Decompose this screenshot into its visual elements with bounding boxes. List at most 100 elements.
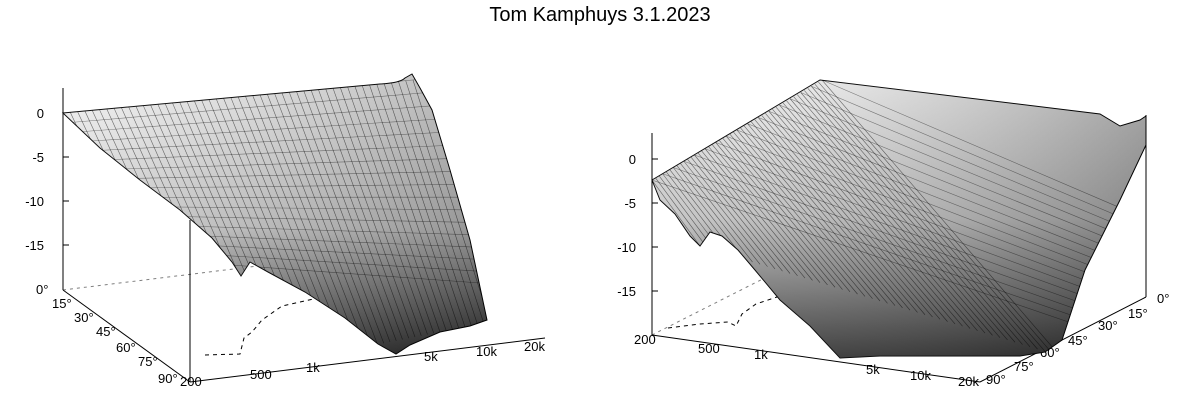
right-mesh-line <box>804 90 1023 345</box>
right-freq-tick-1: 500 <box>698 341 720 356</box>
right-mesh-line <box>733 131 873 299</box>
right-mesh-line <box>800 92 1016 343</box>
left-freq-tick-3: 5k <box>424 349 438 364</box>
left-mesh-line <box>317 88 410 339</box>
right-mesh-line <box>807 88 1031 348</box>
right-mesh-line <box>782 102 978 331</box>
left-mesh-line <box>132 183 487 189</box>
right-mesh-line <box>697 152 798 276</box>
right-z-tick-0: 0 <box>629 152 636 167</box>
left-mesh-line <box>274 92 372 346</box>
left-mesh-line <box>376 83 460 329</box>
right-mesh-line <box>750 121 911 311</box>
left-mesh-line <box>288 91 385 344</box>
right-mesh-line <box>789 98 993 336</box>
right-mesh-line <box>765 113 941 320</box>
right-mesh-line <box>747 123 903 309</box>
left-angle-tick-4: 60° <box>116 340 136 355</box>
left-mesh-line <box>398 81 478 325</box>
right-mesh-line <box>662 173 1102 326</box>
left-mesh-line <box>325 88 416 338</box>
right-mesh-line <box>800 92 1146 270</box>
left-surface <box>61 73 488 355</box>
right-angle-tick-6: 90° <box>986 372 1006 387</box>
left-z-ticks: 0 -5 -10 -15 <box>25 106 69 253</box>
right-angle-tick-1: 15° <box>1128 306 1148 321</box>
right-freq-tick-2: 1k <box>754 347 768 362</box>
left-freq-tick-0: 200 <box>180 374 202 389</box>
right-mesh-line <box>796 94 1008 341</box>
right-surface-plot: 0 -5 -10 -15 200 500 1k 5k 10k 20k 0° 15… <box>617 79 1169 389</box>
left-freq-axis <box>189 337 546 383</box>
right-mesh-line <box>775 106 963 327</box>
right-mesh-line <box>690 156 783 272</box>
left-mesh-line <box>124 170 485 179</box>
left-mesh-line <box>202 262 487 290</box>
left-freq-ticks: 200 500 1k 5k 10k 20k <box>180 339 545 389</box>
left-z-tick-2: -10 <box>25 194 44 209</box>
left-mesh-line <box>412 79 487 323</box>
right-mesh-line <box>768 111 948 322</box>
left-mesh-line <box>296 90 391 343</box>
left-base-contour <box>204 295 331 356</box>
right-z-tick-3: -15 <box>617 284 636 299</box>
left-mesh-line <box>383 82 466 328</box>
left-angle-tick-5: 75° <box>138 354 158 369</box>
left-mesh-line <box>354 85 441 333</box>
right-angle-tick-5: 75° <box>1014 359 1034 374</box>
left-mesh-line <box>252 95 353 350</box>
right-mesh-line <box>811 85 1146 265</box>
left-mesh-line <box>159 215 487 224</box>
right-mesh-line <box>652 179 1093 331</box>
left-mesh-line <box>89 118 450 142</box>
left-mesh-line <box>281 92 378 345</box>
left-angle-ticks: 0° 15° 30° 45° 60° 75° 90° <box>36 282 178 386</box>
left-freq-tick-2: 1k <box>306 360 320 375</box>
left-mesh-line <box>368 84 453 330</box>
right-z-ticks: 0 -5 -10 -15 <box>617 152 658 299</box>
right-mesh-line <box>736 129 881 302</box>
right-mesh-line <box>719 140 843 290</box>
left-mesh-line <box>310 89 403 340</box>
left-mesh-line <box>303 90 397 341</box>
right-mesh-line <box>726 136 858 295</box>
left-mesh-line <box>390 81 472 326</box>
left-mesh-line <box>97 131 459 151</box>
right-mesh-line <box>701 150 806 279</box>
right-freq-axis <box>651 334 981 383</box>
right-mesh-line <box>715 142 836 288</box>
right-surface-shade <box>652 80 1146 358</box>
right-mesh-line <box>680 163 761 265</box>
page-title: Tom Kamphuys 3.1.2023 <box>489 4 711 26</box>
right-freq-tick-0: 200 <box>634 332 656 347</box>
right-mesh-line <box>758 117 926 315</box>
left-mesh-line <box>150 206 487 211</box>
right-z-tick-2: -10 <box>617 240 636 255</box>
left-mesh-line <box>115 157 476 170</box>
right-mesh-line <box>673 167 746 260</box>
left-mesh-line <box>361 84 447 331</box>
right-angle-tick-0: 0° <box>1157 291 1169 306</box>
right-mesh-line <box>694 154 791 274</box>
right-angle-tick-2: 30° <box>1098 318 1118 333</box>
left-mesh-line <box>347 86 435 334</box>
left-mesh-line <box>71 91 432 123</box>
right-freq-tick-4: 10k <box>910 368 931 383</box>
right-mesh-line <box>811 86 1038 350</box>
right-mesh-line <box>708 146 821 283</box>
right-angle-axis <box>979 296 1147 383</box>
left-angle-tick-1: 15° <box>52 296 72 311</box>
right-mesh-line <box>772 108 956 325</box>
right-mesh-line <box>754 119 918 313</box>
left-mesh-line <box>194 253 487 277</box>
right-z-tick-1: -5 <box>624 196 636 211</box>
left-z-tick-1: -5 <box>32 150 44 165</box>
left-mesh-line <box>106 144 467 161</box>
left-freq-tick-4: 10k <box>476 344 497 359</box>
right-mesh-line <box>655 177 708 249</box>
left-surface-plot: 0 -5 -10 -15 0° 15° 30° 45° 60° 75° 90° … <box>25 73 546 389</box>
left-freq-tick-5: 20k <box>524 339 545 354</box>
right-mesh-line <box>786 100 986 334</box>
right-mesh-line <box>676 165 753 263</box>
